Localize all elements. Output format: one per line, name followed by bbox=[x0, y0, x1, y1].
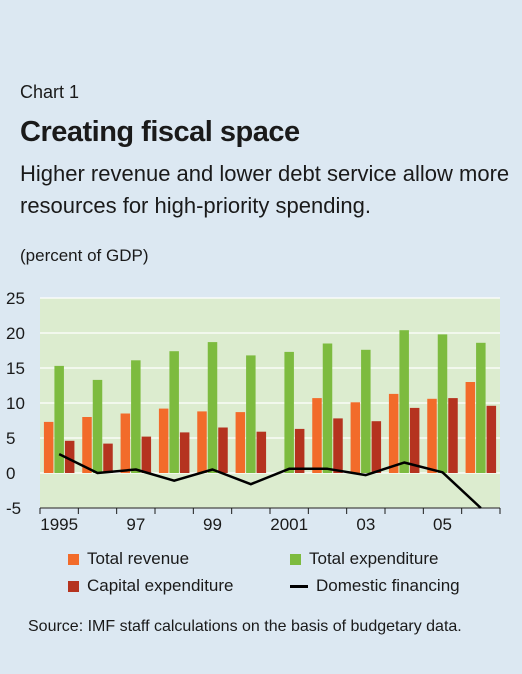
x-tick-label: 97 bbox=[126, 515, 145, 530]
legend-total-revenue: Total revenue bbox=[68, 549, 189, 569]
x-tick-label: 03 bbox=[356, 515, 375, 530]
bar-capital-expenditure bbox=[448, 398, 458, 473]
bar-capital-expenditure bbox=[256, 431, 267, 473]
legend-domestic-financing: Domestic financing bbox=[290, 576, 460, 596]
bar-total-expenditure bbox=[54, 365, 64, 473]
bar-total-expenditure bbox=[399, 330, 409, 473]
line-domestic-financing bbox=[58, 452, 482, 509]
bar-total-revenue bbox=[350, 402, 361, 473]
legend-swatch-domestic-financing bbox=[290, 584, 308, 588]
chart-label: Chart 1 bbox=[20, 82, 80, 102]
bar-total-expenditure bbox=[169, 351, 179, 473]
bar-total-expenditure bbox=[361, 349, 371, 473]
bar-total-revenue bbox=[465, 382, 476, 473]
legend-label-total-revenue: Total revenue bbox=[87, 549, 190, 568]
bar-total-revenue bbox=[82, 417, 92, 473]
bar-total-expenditure bbox=[246, 355, 256, 473]
bar-total-expenditure bbox=[437, 334, 448, 473]
x-tick-label: 1995 bbox=[40, 515, 78, 530]
bar-total-revenue bbox=[235, 412, 246, 473]
bar-total-revenue bbox=[43, 421, 54, 473]
legend-capital-expenditure: Capital expenditure bbox=[68, 576, 233, 596]
bar-total-expenditure bbox=[92, 379, 103, 473]
bar-total-expenditure bbox=[284, 351, 294, 473]
legend-swatch-capital-expenditure bbox=[68, 580, 79, 592]
bar-capital-expenditure bbox=[179, 432, 190, 473]
y-tick-label: 5 bbox=[6, 429, 15, 448]
bar-capital-expenditure bbox=[294, 428, 305, 473]
legend-total-expenditure: Total expenditure bbox=[290, 549, 438, 569]
x-tick-label: 2001 bbox=[270, 515, 308, 530]
bar-total-revenue bbox=[312, 398, 322, 473]
x-tick-label: 05 bbox=[433, 515, 452, 530]
y-tick-label: 15 bbox=[6, 359, 25, 378]
bar-total-revenue bbox=[427, 398, 437, 473]
y-tick-label: 0 bbox=[6, 464, 15, 483]
bar-total-expenditure bbox=[207, 342, 218, 473]
x-tick-label: 99 bbox=[203, 515, 222, 530]
bar-total-revenue bbox=[120, 413, 131, 473]
y-tick-label: 25 bbox=[6, 289, 25, 308]
bar-total-revenue bbox=[388, 393, 399, 473]
bar-total-expenditure bbox=[131, 360, 141, 473]
legend-label-capital-expenditure: Capital expenditure bbox=[87, 576, 234, 595]
y-tick-label: 10 bbox=[6, 394, 25, 413]
bar-capital-expenditure bbox=[371, 421, 382, 473]
y-tick-label: 20 bbox=[6, 324, 25, 343]
bar-capital-expenditure bbox=[103, 443, 113, 473]
bar-capital-expenditure bbox=[64, 440, 75, 473]
bar-capital-expenditure bbox=[218, 427, 228, 473]
source-note: Source: IMF staff calculations on the ba… bbox=[28, 618, 462, 635]
chart-subtitle: Higher revenue and lower debt service al… bbox=[20, 161, 510, 218]
bar-capital-expenditure bbox=[409, 407, 420, 473]
bar-total-expenditure bbox=[322, 343, 333, 473]
legend-swatch-total-expenditure bbox=[290, 553, 301, 565]
legend-swatch-total-revenue bbox=[68, 553, 79, 565]
legend-label-total-expenditure: Total expenditure bbox=[309, 549, 439, 568]
legend-label-domestic-financing: Domestic financing bbox=[316, 576, 460, 595]
y-tick-label: -5 bbox=[6, 499, 21, 518]
bar-capital-expenditure bbox=[141, 436, 152, 473]
bar-capital-expenditure bbox=[333, 418, 343, 473]
bar-total-revenue bbox=[158, 408, 169, 473]
chart: 25 20 15 10 5 0 -5 1995 97 99 2001 03 05 bbox=[6, 289, 501, 530]
chart-title: Creating fiscal space bbox=[20, 116, 300, 148]
bar-total-revenue bbox=[197, 411, 207, 473]
bar-capital-expenditure bbox=[486, 405, 497, 473]
unit-label: (percent of GDP) bbox=[20, 246, 149, 265]
bar-total-expenditure bbox=[476, 342, 486, 473]
